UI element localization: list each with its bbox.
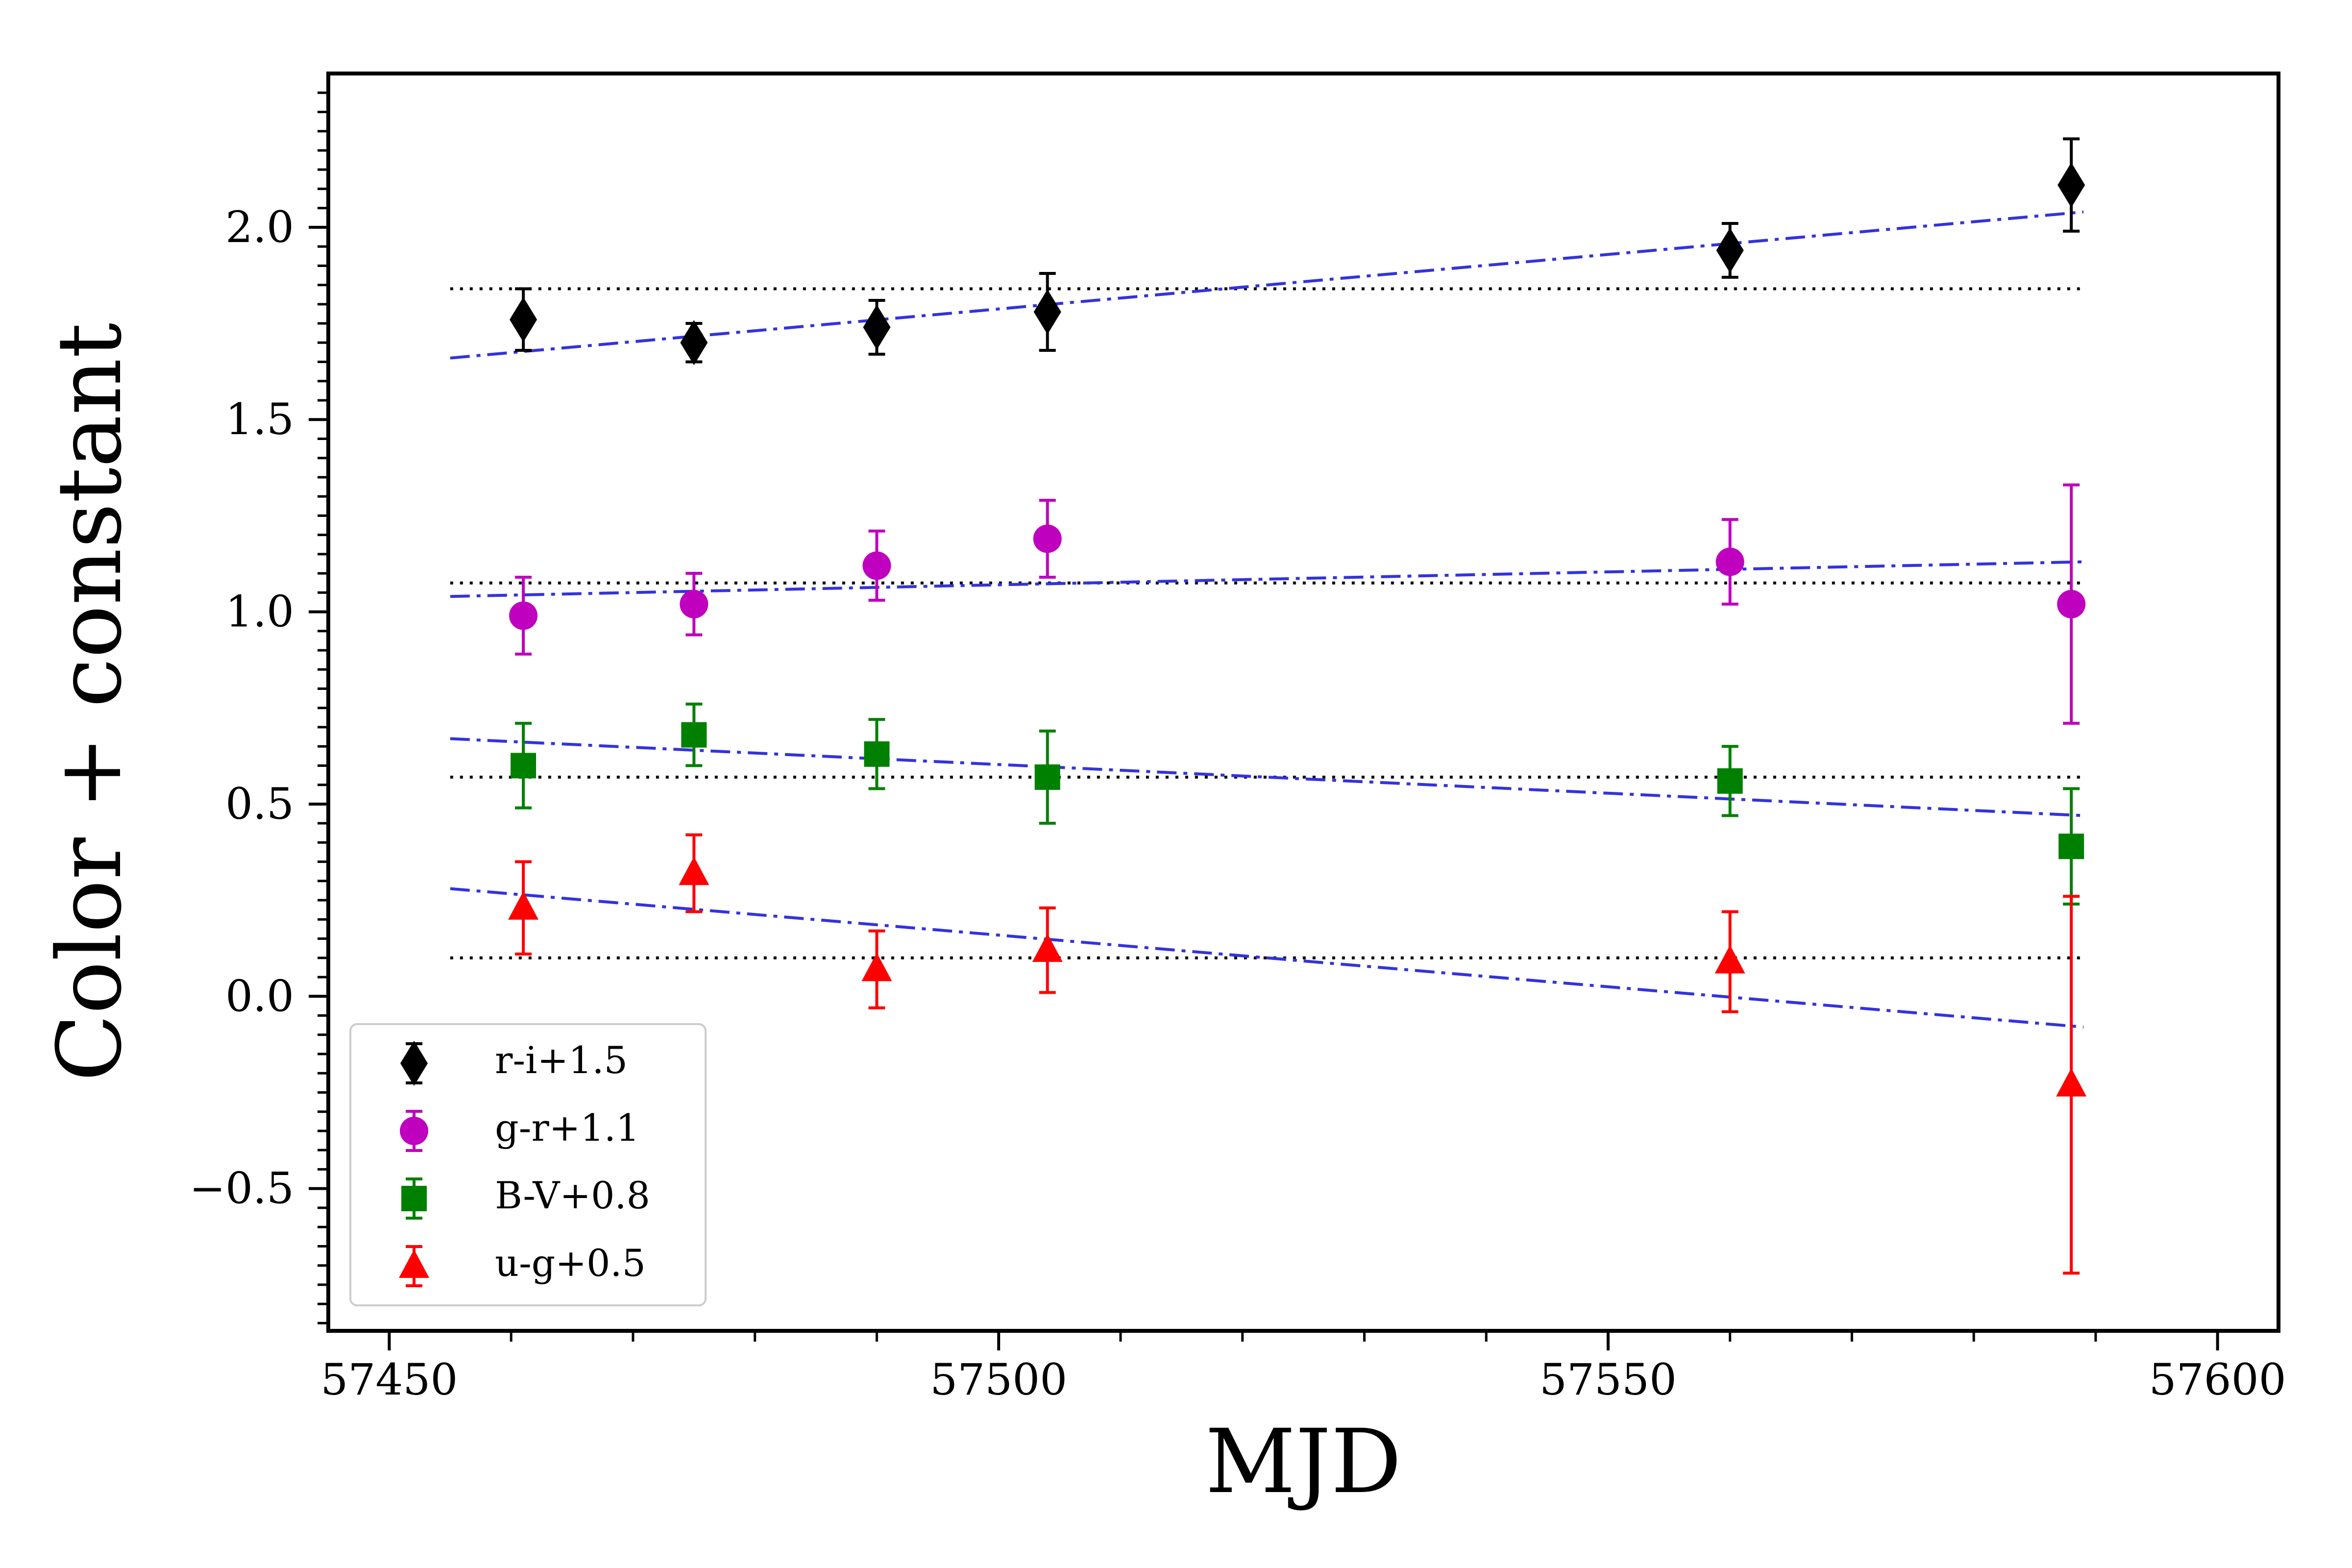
data-point-r-i-1-5 bbox=[2058, 162, 2085, 208]
legend-marker-b-v bbox=[401, 1177, 427, 1220]
data-point-r-i-1-5 bbox=[680, 320, 708, 366]
data-point-g-r-1-1 bbox=[509, 601, 538, 630]
data-point-g-r-1-1 bbox=[680, 589, 709, 618]
data-point-r-i-1-5 bbox=[1716, 227, 1744, 273]
y-tick-label: 0.0 bbox=[225, 971, 294, 1021]
legend-symbol-u-g-0-5 bbox=[399, 1250, 429, 1278]
fit-line-g-r-1-1 bbox=[450, 560, 2084, 598]
data-point-b-v-0-8 bbox=[1717, 768, 1743, 794]
legend-frame bbox=[349, 1023, 707, 1306]
data-point-u-g-0-5 bbox=[2056, 1068, 2087, 1097]
legend-marker-u-g bbox=[399, 1245, 429, 1287]
plot-frame bbox=[326, 72, 2280, 1333]
x-axis-title: MJD bbox=[1205, 1411, 1402, 1513]
fit-line-u-g-0-5 bbox=[450, 887, 2084, 1029]
data-point-g-r-1-1 bbox=[1715, 547, 1744, 576]
legend-marker-g-r bbox=[400, 1110, 428, 1152]
data-point-r-i-1-5 bbox=[863, 304, 891, 350]
data-point-b-v-0-8 bbox=[2058, 833, 2084, 859]
legend-label-g-r: g-r+1.1 bbox=[495, 1106, 639, 1150]
legend-marker-r-i bbox=[400, 1041, 428, 1086]
data-point-b-v-0-8 bbox=[681, 722, 707, 748]
data-point-g-r-1-1 bbox=[1033, 524, 1062, 553]
legend-label-u-g: u-g+0.5 bbox=[495, 1241, 646, 1285]
y-tick-label: 1.5 bbox=[225, 394, 294, 444]
x-axis: 57450 57500 57550 57600 bbox=[320, 1331, 2286, 1405]
data-point-u-g-0-5 bbox=[861, 953, 892, 981]
data-point-u-g-0-5 bbox=[1715, 945, 1745, 974]
data-point-u-g-0-5 bbox=[679, 857, 710, 885]
legend-label-r-i: r-i+1.5 bbox=[495, 1038, 628, 1082]
legend-entry-g-r: g-r+1.1 bbox=[400, 1106, 639, 1152]
fit-lines bbox=[450, 210, 2084, 1029]
x-tick-label: 57550 bbox=[1540, 1354, 1677, 1405]
legend-symbol-r-i-1-5 bbox=[400, 1041, 428, 1086]
legend: r-i+1.5 g-r+1.1 B-V+0.8 u-g+0.5 bbox=[349, 1023, 707, 1306]
fit-line-b-v-0-8 bbox=[450, 737, 2084, 817]
data-point-g-r-1-1 bbox=[862, 551, 891, 580]
data-point-b-v-0-8 bbox=[864, 741, 890, 767]
data-point-r-i-1-5 bbox=[1033, 289, 1061, 335]
x-tick-label: 57500 bbox=[930, 1354, 1067, 1405]
y-tick-label: 0.5 bbox=[225, 779, 294, 829]
x-tick-label: 57450 bbox=[320, 1354, 458, 1405]
fit-line-r-i-1-5 bbox=[450, 210, 2084, 360]
y-tick-label: −0.5 bbox=[189, 1163, 294, 1214]
series-marks bbox=[508, 137, 2087, 1275]
legend-symbol-b-v-0-8 bbox=[401, 1186, 427, 1211]
legend-entry-r-i: r-i+1.5 bbox=[400, 1038, 628, 1086]
data-point-u-g-0-5 bbox=[508, 891, 539, 920]
series-g-r-1-1 bbox=[509, 483, 2086, 725]
y-tick-label: 1.0 bbox=[225, 587, 294, 637]
series-b-v-0-8 bbox=[511, 702, 2084, 906]
legend-entry-u-g: u-g+0.5 bbox=[399, 1241, 646, 1287]
x-tick-label: 57600 bbox=[2149, 1354, 2286, 1405]
data-point-g-r-1-1 bbox=[2057, 589, 2086, 618]
y-axis: −0.5 0.0 0.5 1.0 1.5 2.0 bbox=[189, 91, 328, 1324]
data-point-r-i-1-5 bbox=[510, 297, 537, 343]
y-axis-title: Color + constant bbox=[39, 323, 141, 1082]
y-tick-label: 2.0 bbox=[225, 202, 294, 252]
data-point-u-g-0-5 bbox=[1032, 933, 1063, 962]
legend-label-b-v: B-V+0.8 bbox=[495, 1174, 650, 1217]
series-u-g-0-5 bbox=[508, 833, 2087, 1275]
legend-symbol-g-r-1-1 bbox=[400, 1117, 428, 1145]
data-point-b-v-0-8 bbox=[511, 753, 536, 779]
series-r-i-1-5 bbox=[510, 137, 2085, 366]
data-point-b-v-0-8 bbox=[1034, 764, 1060, 790]
legend-entry-b-v: B-V+0.8 bbox=[401, 1174, 650, 1220]
